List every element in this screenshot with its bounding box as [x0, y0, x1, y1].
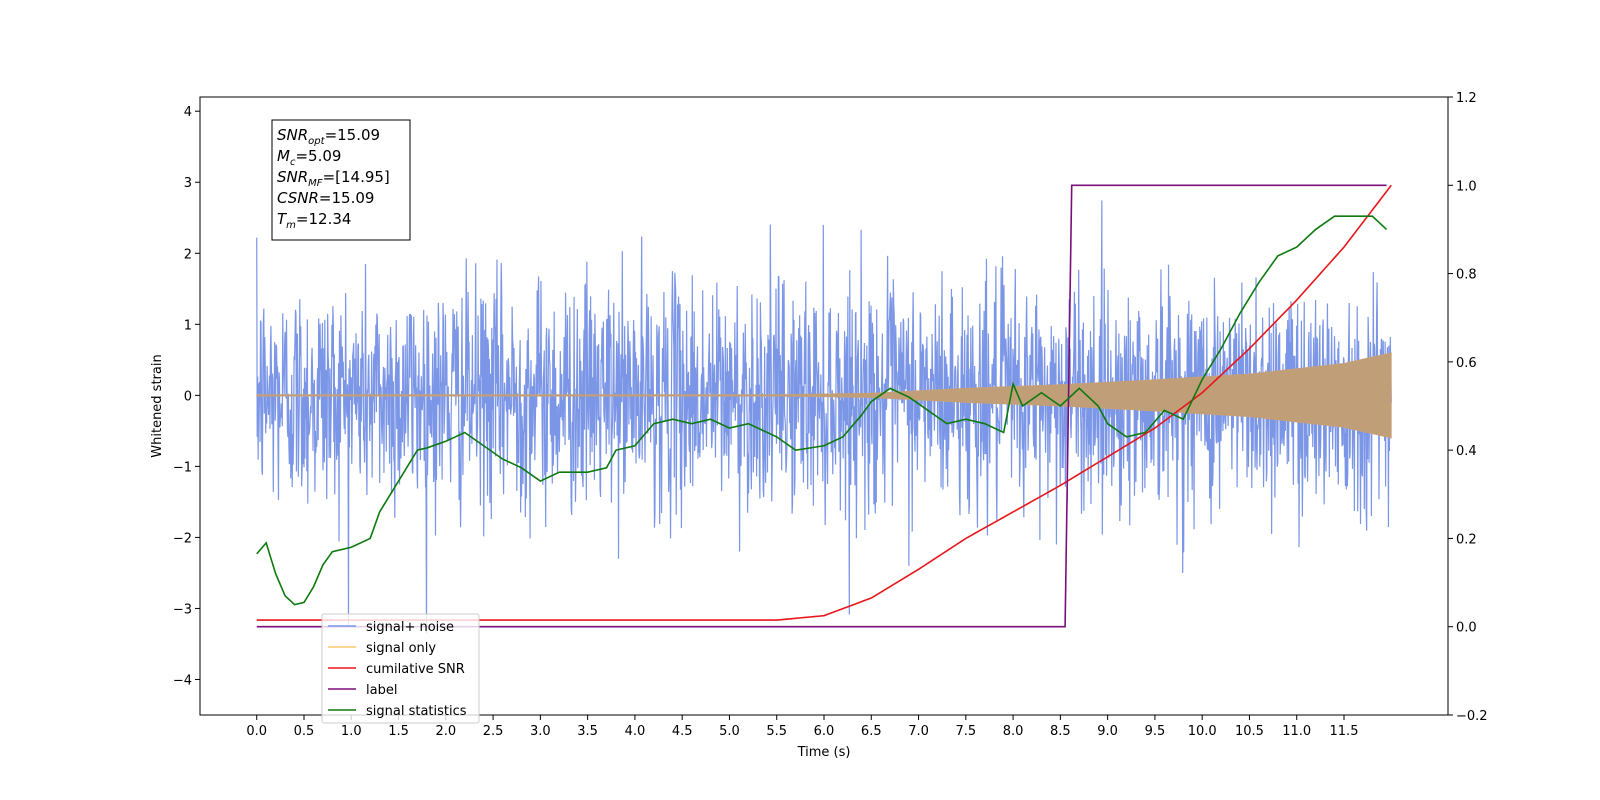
annotation-subscript: MF: [308, 178, 323, 189]
x-tick-label: 1.0: [341, 724, 362, 739]
y-tick-label: −2: [173, 531, 192, 546]
y2-tick-label: 0.0: [1456, 621, 1477, 636]
x-axis-label: Time (s): [797, 745, 851, 760]
y2-tick-label: 0.6: [1456, 356, 1477, 371]
x-tick-label: 3.0: [530, 724, 551, 739]
series-signal-noise-line: [256, 200, 1392, 634]
x-tick-label: 8.5: [1050, 724, 1071, 739]
x-tick-label: 1.5: [388, 724, 409, 739]
annotation-subscript: opt: [308, 136, 325, 147]
y-tick-label: 2: [184, 247, 192, 262]
annotation-line: Tm=12.34: [277, 210, 351, 231]
y-tick-label: 0: [184, 389, 192, 404]
annotation-line: SNRopt=15.09: [277, 126, 380, 147]
x-axis: 0.0 0.5 1.0 1.5 2.0 2.5 3.0 3.5 4.0 4.5 5.0 5.5 6.0 6…: [246, 715, 1358, 739]
annotation-subscript: c: [290, 157, 296, 168]
y2-tick-label: 0.2: [1456, 532, 1477, 547]
x-tick-label: 3.5: [577, 724, 598, 739]
annotation-line: CSNR=15.09: [277, 189, 374, 207]
annotation-symbol: SNR: [277, 126, 308, 144]
annotation-value: =5.09: [295, 147, 341, 165]
annotation-symbol: CSNR: [277, 189, 319, 207]
y-tick-label: 1: [184, 318, 192, 333]
y2-tick-label: −0.2: [1456, 709, 1488, 724]
series-label-line: [256, 184, 1387, 628]
x-tick-label: 0.5: [294, 724, 315, 739]
annotation-symbol: M: [277, 147, 290, 165]
series-signal-statistics-line: [256, 215, 1388, 606]
x-tick-label: 9.5: [1145, 724, 1166, 739]
x-tick-label: 6.5: [861, 724, 882, 739]
annotation-frame: [271, 119, 411, 241]
series-signal-only-band: [256, 352, 1392, 439]
annotation-line: Mc=5.09: [277, 147, 341, 168]
annotation-value: =15.09: [319, 189, 375, 207]
x-tick-label: 11.0: [1282, 724, 1311, 739]
y2-tick-label: 1.2: [1456, 91, 1477, 106]
annotation-value: =12.34: [296, 210, 352, 228]
legend-entry: signal only: [366, 641, 436, 656]
x-tick-label: 4.5: [672, 724, 693, 739]
legend-entry: signal statistics: [366, 704, 467, 719]
legend-entry: signal+ noise: [366, 620, 454, 635]
x-tick-label: 10.0: [1188, 724, 1217, 739]
legend-entry: cumilative SNR: [366, 662, 465, 677]
x-tick-label: 2.0: [435, 724, 456, 739]
x-tick-label: 8.0: [1003, 724, 1024, 739]
legend-frame: [321, 613, 480, 724]
y2-tick-label: 0.4: [1456, 444, 1477, 459]
x-tick-label: 7.5: [955, 724, 976, 739]
y-tick-label: 4: [184, 105, 192, 120]
annotation-symbol: T: [277, 210, 288, 228]
annotation-subscript: m: [286, 220, 296, 231]
stats-annotation-box: SNRopt=15.09Mc=5.09SNRMF=[14.95]CSNR=15.…: [271, 119, 411, 241]
x-tick-label: 2.5: [483, 724, 504, 739]
y-tick-label: 3: [184, 176, 192, 191]
x-tick-label: 11.5: [1330, 724, 1359, 739]
annotation-value: =[14.95]: [323, 168, 390, 186]
annotation-symbol: SNR: [277, 168, 308, 186]
y-axis-right: −0.2 0.0 0.2 0.4 0.6 0.8 1.0 1.2: [1448, 91, 1488, 724]
x-tick-label: 9.0: [1097, 724, 1118, 739]
legend-entry: label: [366, 683, 397, 698]
series-layer: [256, 184, 1392, 634]
annotation-value: =15.09: [325, 126, 381, 144]
x-tick-label: 0.0: [246, 724, 267, 739]
y2-tick-label: 1.0: [1456, 179, 1477, 194]
annotation-line: SNRMF=[14.95]: [277, 168, 390, 189]
y-axis-label: Whitened strain: [150, 354, 165, 457]
y-tick-label: −3: [173, 602, 192, 617]
x-tick-label: 5.5: [766, 724, 787, 739]
x-tick-label: 5.0: [719, 724, 740, 739]
y2-tick-label: 0.8: [1456, 268, 1477, 283]
legend: signal+ noise signal only cumilative SNR la…: [321, 613, 480, 724]
x-tick-label: 10.5: [1235, 724, 1264, 739]
x-tick-label: 4.0: [625, 724, 646, 739]
y-tick-label: −4: [173, 673, 192, 688]
x-tick-label: 7.0: [908, 724, 929, 739]
x-tick-label: 6.0: [814, 724, 835, 739]
y-axis-left: −4 −3 −2 −1 0 1 2 3 4: [173, 105, 200, 688]
y-tick-label: −1: [173, 460, 192, 475]
